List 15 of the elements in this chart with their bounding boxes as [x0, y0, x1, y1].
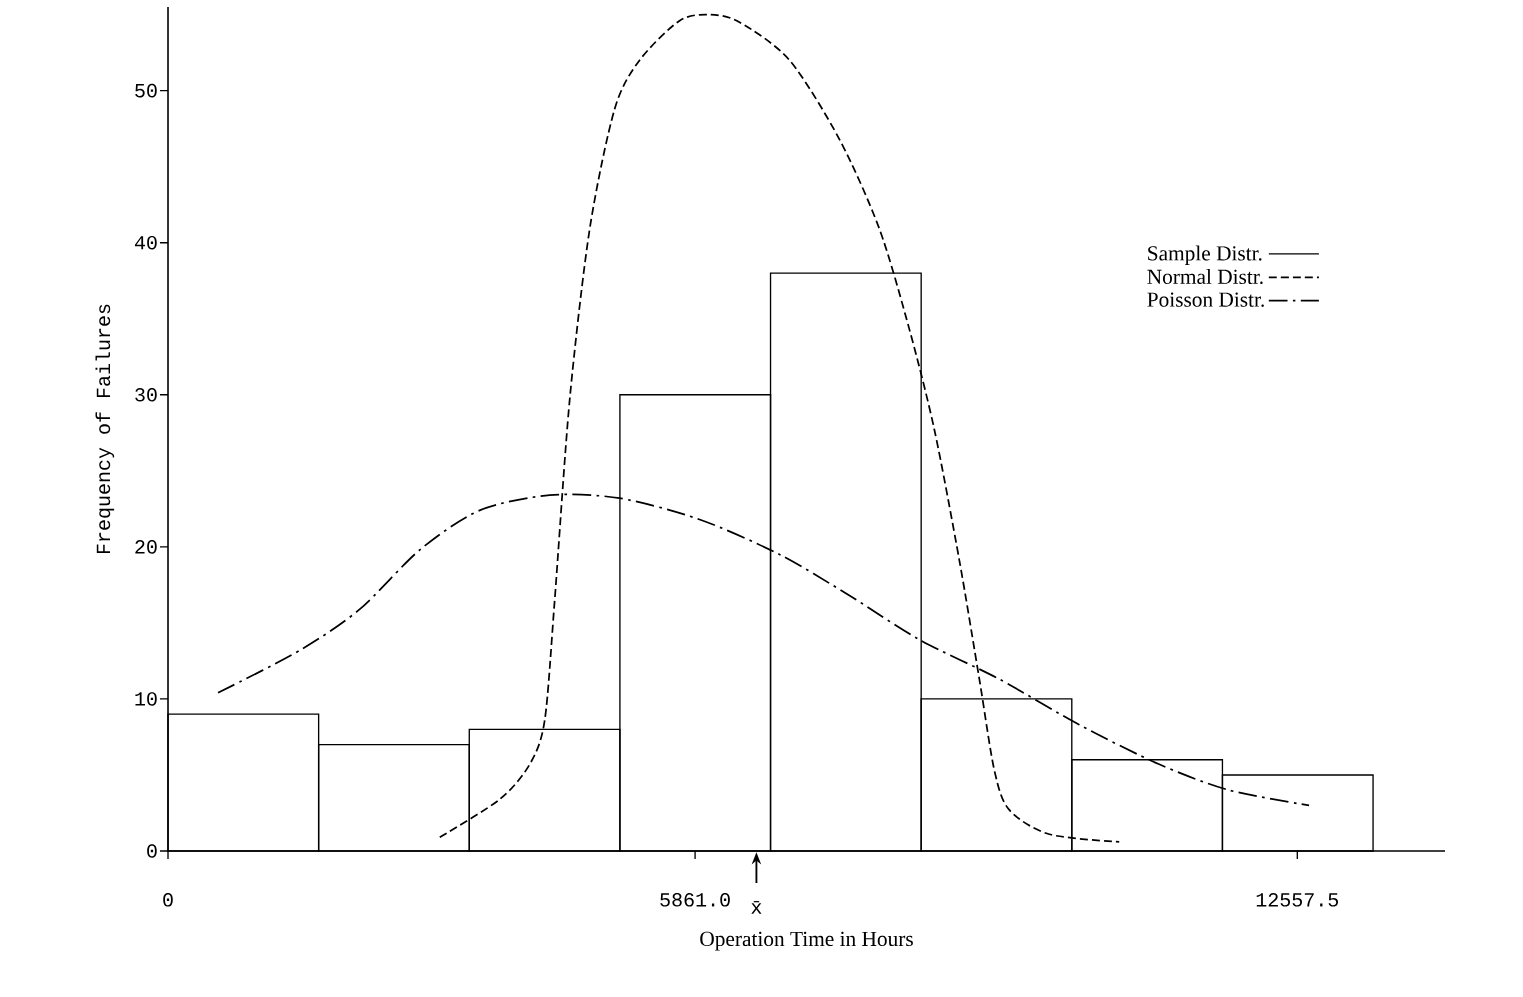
y-tick-label: 40 — [134, 235, 157, 250]
x-axis-title: Operation Time in Hours — [700, 931, 913, 951]
x-tick-label: 12557.5 — [1256, 893, 1339, 907]
legend-label: Poisson Distr. — [1147, 292, 1264, 307]
x-tick-label: 0 — [163, 893, 173, 907]
y-tick-label: 50 — [135, 83, 157, 98]
legend-label: Sample Distr. — [1148, 245, 1262, 265]
y-axis-title: Frequency of Failures — [95, 304, 115, 554]
x-tick-label: 5861.0 — [660, 893, 730, 907]
y-tick-label: 10 — [135, 692, 157, 706]
y-tick-label: 20 — [135, 540, 157, 554]
legend-label: Normal Distr. — [1147, 269, 1263, 285]
y-tick-label: 30 — [135, 387, 157, 402]
text: x̄ — [751, 901, 762, 914]
y-tick-label: 0 — [147, 844, 157, 858]
